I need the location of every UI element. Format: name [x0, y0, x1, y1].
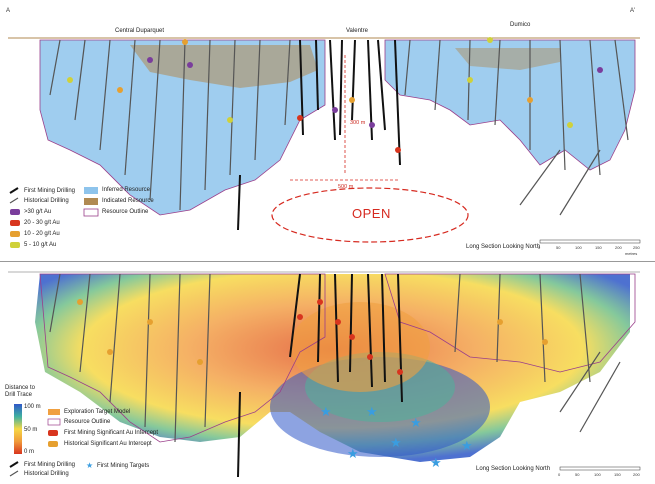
distance-color-bar	[14, 404, 22, 454]
scale-tick-bottom-200: 200	[633, 472, 640, 477]
first-mining-drill-traces-bottom	[237, 273, 403, 478]
legend-symbols	[9, 187, 99, 248]
open-extension-ellipse	[271, 187, 469, 243]
historical-drill-traces	[49, 39, 629, 216]
legend-grade-class-2: 20 - 30 g/t Au	[24, 220, 60, 226]
legend-inferred-resource: Inferred Resource	[102, 187, 151, 193]
target-star-icon: ★	[430, 455, 442, 470]
legend-distance-50: 50 m	[24, 427, 38, 433]
inferred-resource-east	[385, 40, 635, 170]
legend-resource-outline-bottom: Resource Outline	[64, 419, 111, 425]
scale-tick-bottom-100: 100	[594, 472, 601, 477]
scale-bar-bottom	[559, 466, 641, 471]
scale-unit: metres	[625, 251, 638, 256]
legend-line-historical	[9, 470, 19, 477]
exploration-target-graphic	[8, 271, 641, 478]
scale-tick-200: 200	[615, 245, 622, 250]
scale-tick-50: 50	[556, 245, 561, 250]
exploration-target-long-section: Distance to Drill Trace 100 m 50 m 0 m E…	[0, 262, 655, 484]
legend-grade-class-3: 10 - 20 g/t Au	[24, 231, 60, 237]
target-star-icon: ★	[410, 415, 422, 430]
scale-bar	[539, 239, 641, 244]
target-star-icon: ★	[461, 438, 473, 453]
legend-first-mining-intercept: First Mining Significant Au Intercept	[64, 430, 159, 436]
corner-label-right: A'	[630, 8, 636, 14]
scale-tick-0: 0	[538, 245, 541, 250]
au-intercepts	[77, 299, 548, 375]
legend-grade-class-1: >30 g/t Au	[24, 209, 52, 215]
deposit-label-dumico: Dumico	[510, 22, 531, 28]
legend-distance-title: Distance to Drill Trace	[5, 385, 36, 398]
target-star-icon: ★	[347, 446, 359, 461]
legend-distance-0: 0 m	[24, 449, 35, 455]
legend-indicated-resource: Indicated Resource	[102, 198, 154, 204]
legend-swatch-first-mining-intercept	[48, 430, 58, 436]
target-star-icon: ★	[390, 435, 402, 450]
vertical-distance-label: 300 m	[350, 120, 366, 126]
legend-swatch-resource-outline	[47, 418, 61, 426]
scale-tick-150: 150	[595, 245, 602, 250]
legend-exploration-target: Exploration Target Model	[64, 409, 131, 415]
legend-first-mining-targets: First Mining Targets	[97, 463, 150, 469]
scale-tick-250: 250	[633, 245, 640, 250]
target-star-icon: ★	[320, 404, 332, 419]
open-label: OPEN	[352, 206, 391, 221]
scale-tick-100: 100	[575, 245, 582, 250]
resource-long-section: A A' Central Duparquet Valentre Dumico 5…	[6, 8, 641, 256]
scale-tick-bottom-0: 0	[558, 472, 561, 477]
deposit-label-central-duparquet: Central Duparquet	[115, 28, 165, 34]
legend-distance-100: 100 m	[24, 404, 41, 410]
target-zone-near	[290, 302, 430, 392]
legend-line-first-mining	[9, 461, 19, 468]
panel-divider	[0, 261, 655, 262]
scale-tick-bottom-150: 150	[614, 472, 621, 477]
legend-historical-intercept: Historical Significant Au Intercept	[64, 441, 152, 447]
horizontal-distance-label: 500 m	[338, 184, 354, 190]
corner-label-left: A	[6, 8, 11, 14]
legend-first-mining-drilling: First Mining Drilling	[24, 188, 76, 194]
legend-first-mining-drilling-bottom: First Mining Drilling	[24, 462, 76, 468]
first-mining-drill-traces	[237, 39, 401, 231]
legend-swatch-historical-intercept	[48, 441, 58, 447]
historical-drill-traces-bottom	[49, 273, 621, 443]
scale-tick-bottom-50: 50	[575, 472, 580, 477]
resource-outline-bottom	[39, 273, 636, 443]
grade-intercepts	[67, 37, 603, 153]
long-section-label-bottom: Long Section Looking North	[476, 466, 551, 472]
legend-grade-class-4: 5 - 10 g/t Au	[24, 242, 57, 248]
legend-resource-outline: Resource Outline	[102, 209, 149, 215]
legend-historical-drilling-bottom: Historical Drilling	[24, 471, 69, 477]
legend-swatch-exploration-target	[48, 409, 60, 415]
resource-outline-west	[39, 39, 326, 216]
deposit-label-valentre: Valentre	[346, 28, 368, 34]
long-section-label-top: Long Section Looking North	[466, 244, 541, 250]
star-icon: ★	[86, 461, 94, 470]
indicated-resource-west	[130, 45, 318, 88]
legend-historical-drilling: Historical Drilling	[24, 198, 69, 204]
resource-outline-east	[384, 39, 636, 171]
indicated-resource-east	[455, 48, 560, 70]
resource-section-graphic	[8, 37, 641, 248]
target-star-icon: ★	[366, 404, 378, 419]
